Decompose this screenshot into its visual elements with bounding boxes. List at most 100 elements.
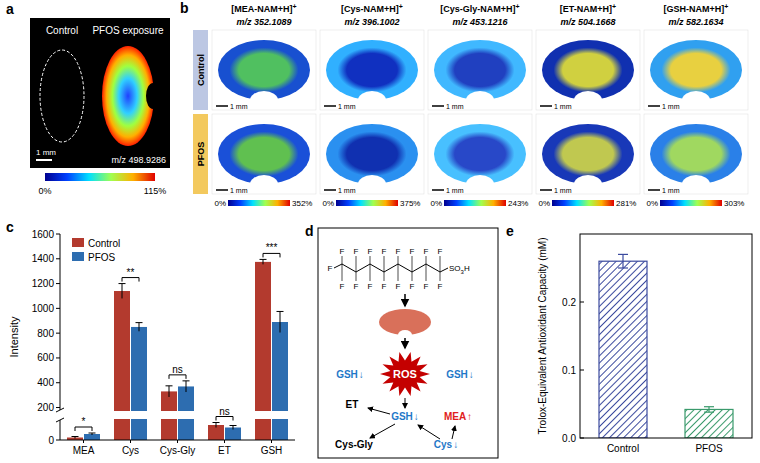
y-tick — [56, 382, 60, 383]
significance-bracket — [75, 427, 92, 431]
y-axis-title: Trolox-Equivalent Antioxidant Capacity (… — [537, 238, 548, 435]
significance-bracket — [263, 253, 280, 257]
y-tick-label: 0.1 — [562, 365, 576, 376]
column-ion: [Cys-Gly-NAM+H]+ — [440, 3, 519, 15]
bond — [342, 264, 343, 281]
column-ion: [ET-NAM+H]+ — [560, 3, 616, 15]
panel-d: dFFFFFFFFFFFFFFFFFSO3HROSGSH↓GSH↓ETGSH↓M… — [305, 223, 498, 458]
error-line — [139, 323, 140, 332]
node-trend: ↓ — [453, 439, 458, 450]
image-frame — [428, 114, 532, 194]
text: 1 mm — [662, 187, 680, 194]
scale-bar — [324, 189, 336, 191]
error-cap — [89, 433, 96, 434]
atom: F — [354, 282, 359, 291]
error-bar — [183, 381, 190, 392]
y-tick — [56, 333, 60, 334]
error-line — [233, 426, 234, 430]
row-label: Control — [196, 54, 206, 86]
image-frame — [644, 114, 748, 194]
error-bar — [260, 259, 267, 264]
column-ion: [Cys-NAM+H]+ — [341, 3, 403, 15]
hilum — [358, 91, 386, 109]
panel-b: bControlPFOS[MEA-NAM+H]+m/z 352.10891 mm… — [180, 0, 748, 208]
significance-label: ns — [172, 364, 183, 375]
colorbar-label: 243% — [508, 199, 528, 208]
error-cap — [136, 322, 143, 323]
atom: F — [410, 247, 415, 256]
column-mz: m/z 396.1002 — [344, 17, 399, 27]
bar — [599, 261, 647, 438]
scale-bar — [432, 105, 444, 107]
legend-label: Control — [88, 238, 120, 249]
y-tick — [56, 440, 60, 441]
error-line — [216, 423, 217, 428]
ros-burst — [380, 352, 430, 396]
panel-a: aControlPFOS exposure1 mmm/z 498.92860%1… — [6, 1, 170, 196]
error-cap — [704, 412, 714, 413]
error-bar — [72, 437, 79, 439]
error-cap — [618, 267, 628, 268]
colorbar — [336, 200, 398, 206]
y-tick — [56, 308, 60, 309]
x-tick — [177, 440, 178, 443]
significance-label: * — [82, 416, 86, 427]
text: 1 mm — [338, 103, 356, 110]
break-mark — [56, 418, 64, 422]
hilum — [466, 175, 494, 193]
node: GSH↓ — [446, 369, 474, 380]
column-mz: m/z 352.1089 — [236, 17, 291, 27]
scale-bar — [216, 189, 228, 191]
hilum — [682, 175, 710, 193]
text: m/z 498.9286 — [111, 155, 166, 165]
colorbar — [552, 200, 614, 206]
y-tick-label: 600 — [37, 352, 54, 363]
bond — [440, 272, 441, 281]
colorbar-label: 115% — [144, 186, 166, 196]
error-bar — [618, 254, 628, 268]
error-cap — [260, 259, 267, 260]
hilum — [146, 83, 160, 109]
arrow — [368, 408, 390, 414]
y-tick — [56, 407, 60, 408]
atom: F — [382, 282, 387, 291]
y-tick — [580, 370, 584, 371]
text: PFOS exposure — [92, 25, 164, 36]
image-frame — [212, 114, 316, 194]
atom: F — [438, 247, 443, 256]
node-trend: ↓ — [414, 411, 419, 422]
text: 1 mm — [446, 103, 464, 110]
break-mark — [56, 408, 64, 412]
column-mz: m/z 453.1216 — [452, 17, 508, 27]
atom: F — [382, 247, 387, 256]
scale-bar — [36, 159, 52, 161]
text: 1 mm — [230, 187, 248, 194]
text: d — [305, 223, 314, 239]
y-tick-label: 1400 — [32, 253, 55, 264]
ion: [Cys-Gly-NAM+H] — [440, 4, 515, 14]
ros-label: ROS — [393, 368, 417, 380]
charge: + — [724, 3, 728, 10]
node: ET — [346, 399, 359, 410]
charge: + — [293, 3, 297, 10]
bond — [334, 264, 342, 268]
error-bar — [89, 433, 96, 435]
y-tick-label: 0 — [48, 435, 54, 446]
atom: F — [424, 282, 429, 291]
bond — [370, 256, 371, 264]
node: GSH↓ — [391, 411, 419, 422]
control-outline — [40, 50, 84, 142]
charge: + — [516, 3, 520, 10]
figure: aControlPFOS exposure1 mmm/z 498.92860%1… — [0, 0, 760, 463]
arrow — [418, 425, 440, 439]
scale-bar — [432, 189, 444, 191]
bond — [426, 264, 427, 281]
node-label: Cys-Gly — [335, 439, 373, 450]
error-cap — [213, 422, 220, 423]
significance-label: ** — [127, 267, 135, 278]
legend-swatch — [72, 238, 84, 247]
hilum — [250, 91, 278, 109]
x-tick-label: Cys — [122, 445, 139, 456]
significance-bracket — [169, 375, 186, 379]
image-frame — [536, 114, 640, 194]
